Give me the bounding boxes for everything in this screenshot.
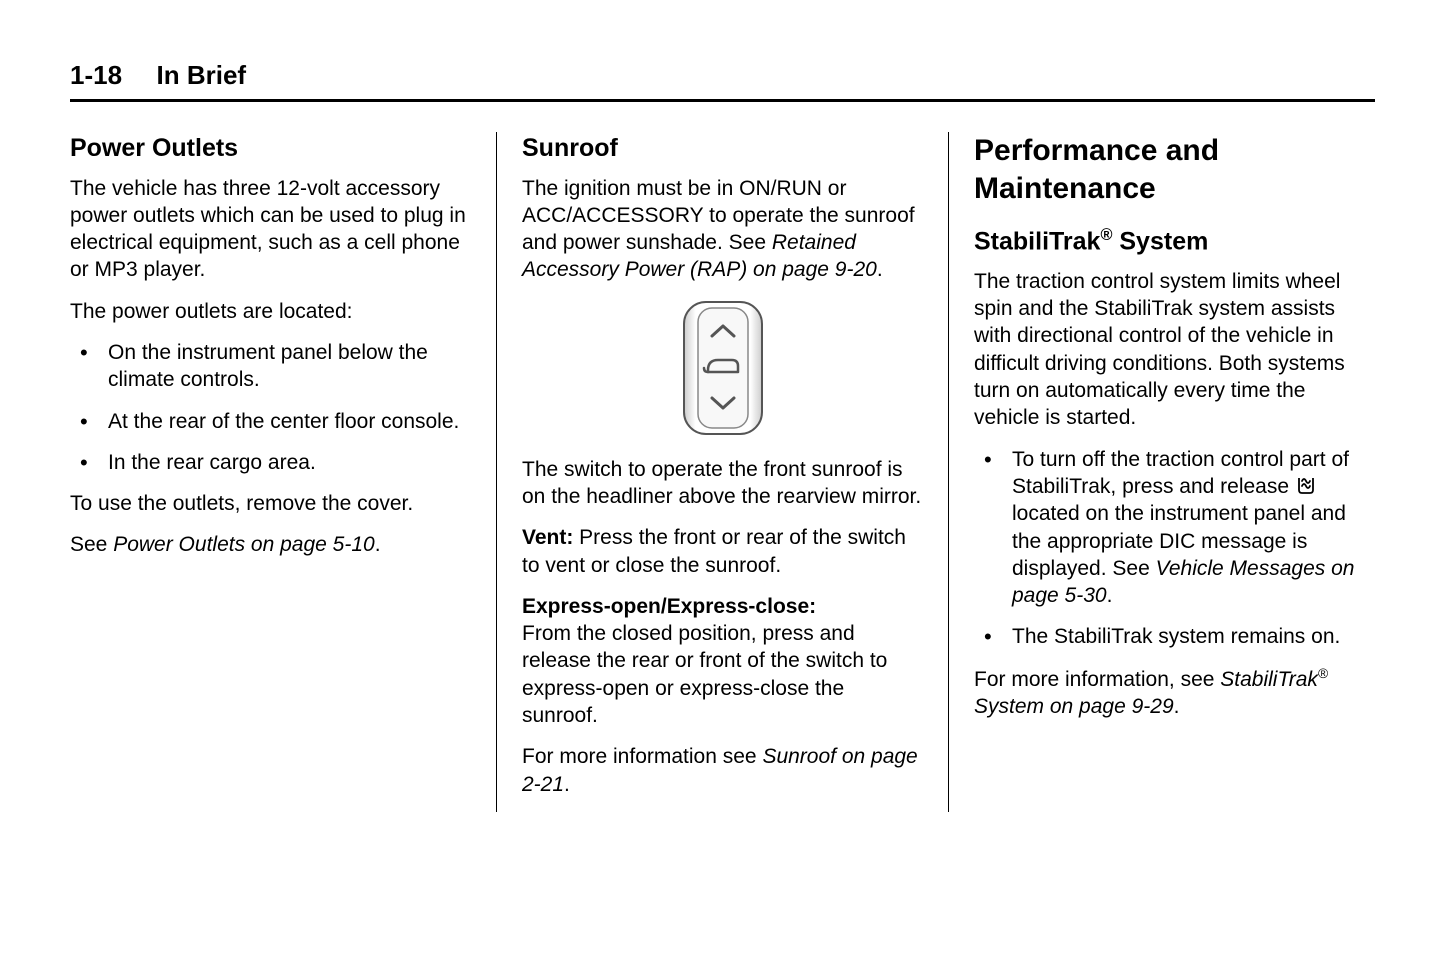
list-item: To turn off the traction control part of… xyxy=(974,446,1375,610)
body-text: Vent: Press the front or rear of the swi… xyxy=(522,524,923,579)
body-text: The traction control system limits wheel… xyxy=(974,268,1375,432)
column-3: Performance and Maintenance StabiliTrak®… xyxy=(949,132,1375,812)
cross-reference: For more information see Sunroof on page… xyxy=(522,743,923,798)
outlet-locations-list: On the instrument panel below the climat… xyxy=(70,339,471,476)
stabilitrak-list: To turn off the traction control part of… xyxy=(974,446,1375,651)
body-text: The ignition must be in ON/RUN or ACC/AC… xyxy=(522,175,923,284)
page-header: 1-18 In Brief xyxy=(70,60,1375,102)
cross-reference: See Power Outlets on page 5-10. xyxy=(70,531,471,558)
express-label: Express-open/Express-close: xyxy=(522,595,816,618)
column-1: Power Outlets The vehicle has three 12-v… xyxy=(70,132,496,812)
page-number: 1-18 xyxy=(70,60,122,90)
list-item: In the rear cargo area. xyxy=(70,449,471,476)
power-outlets-heading: Power Outlets xyxy=(70,132,471,165)
body-text: Express-open/Express-close: From the clo… xyxy=(522,593,923,729)
performance-maintenance-heading: Performance and Maintenance xyxy=(974,132,1375,207)
body-text: The switch to operate the front sunroof … xyxy=(522,456,923,511)
cross-reference: For more information, see StabiliTrak® S… xyxy=(974,665,1375,721)
section-title: In Brief xyxy=(157,60,247,90)
list-item: At the rear of the center floor console. xyxy=(70,408,471,435)
vent-label: Vent: xyxy=(522,526,573,549)
content-columns: Power Outlets The vehicle has three 12-v… xyxy=(70,132,1375,812)
column-2: Sunroof The ignition must be in ON/RUN o… xyxy=(496,132,949,812)
body-text: The power outlets are located: xyxy=(70,298,471,325)
sunroof-heading: Sunroof xyxy=(522,132,923,165)
list-item: On the instrument panel below the climat… xyxy=(70,339,471,394)
reference-link: Power Outlets on page 5-10 xyxy=(113,533,375,556)
body-text: The vehicle has three 12-volt accessory … xyxy=(70,175,471,284)
body-text: To use the outlets, remove the cover. xyxy=(70,490,471,517)
list-item: The StabiliTrak system remains on. xyxy=(974,623,1375,650)
stabilitrak-heading: StabiliTrak® System xyxy=(974,225,1375,258)
traction-control-icon xyxy=(1295,475,1317,495)
sunroof-switch-icon xyxy=(678,298,768,438)
